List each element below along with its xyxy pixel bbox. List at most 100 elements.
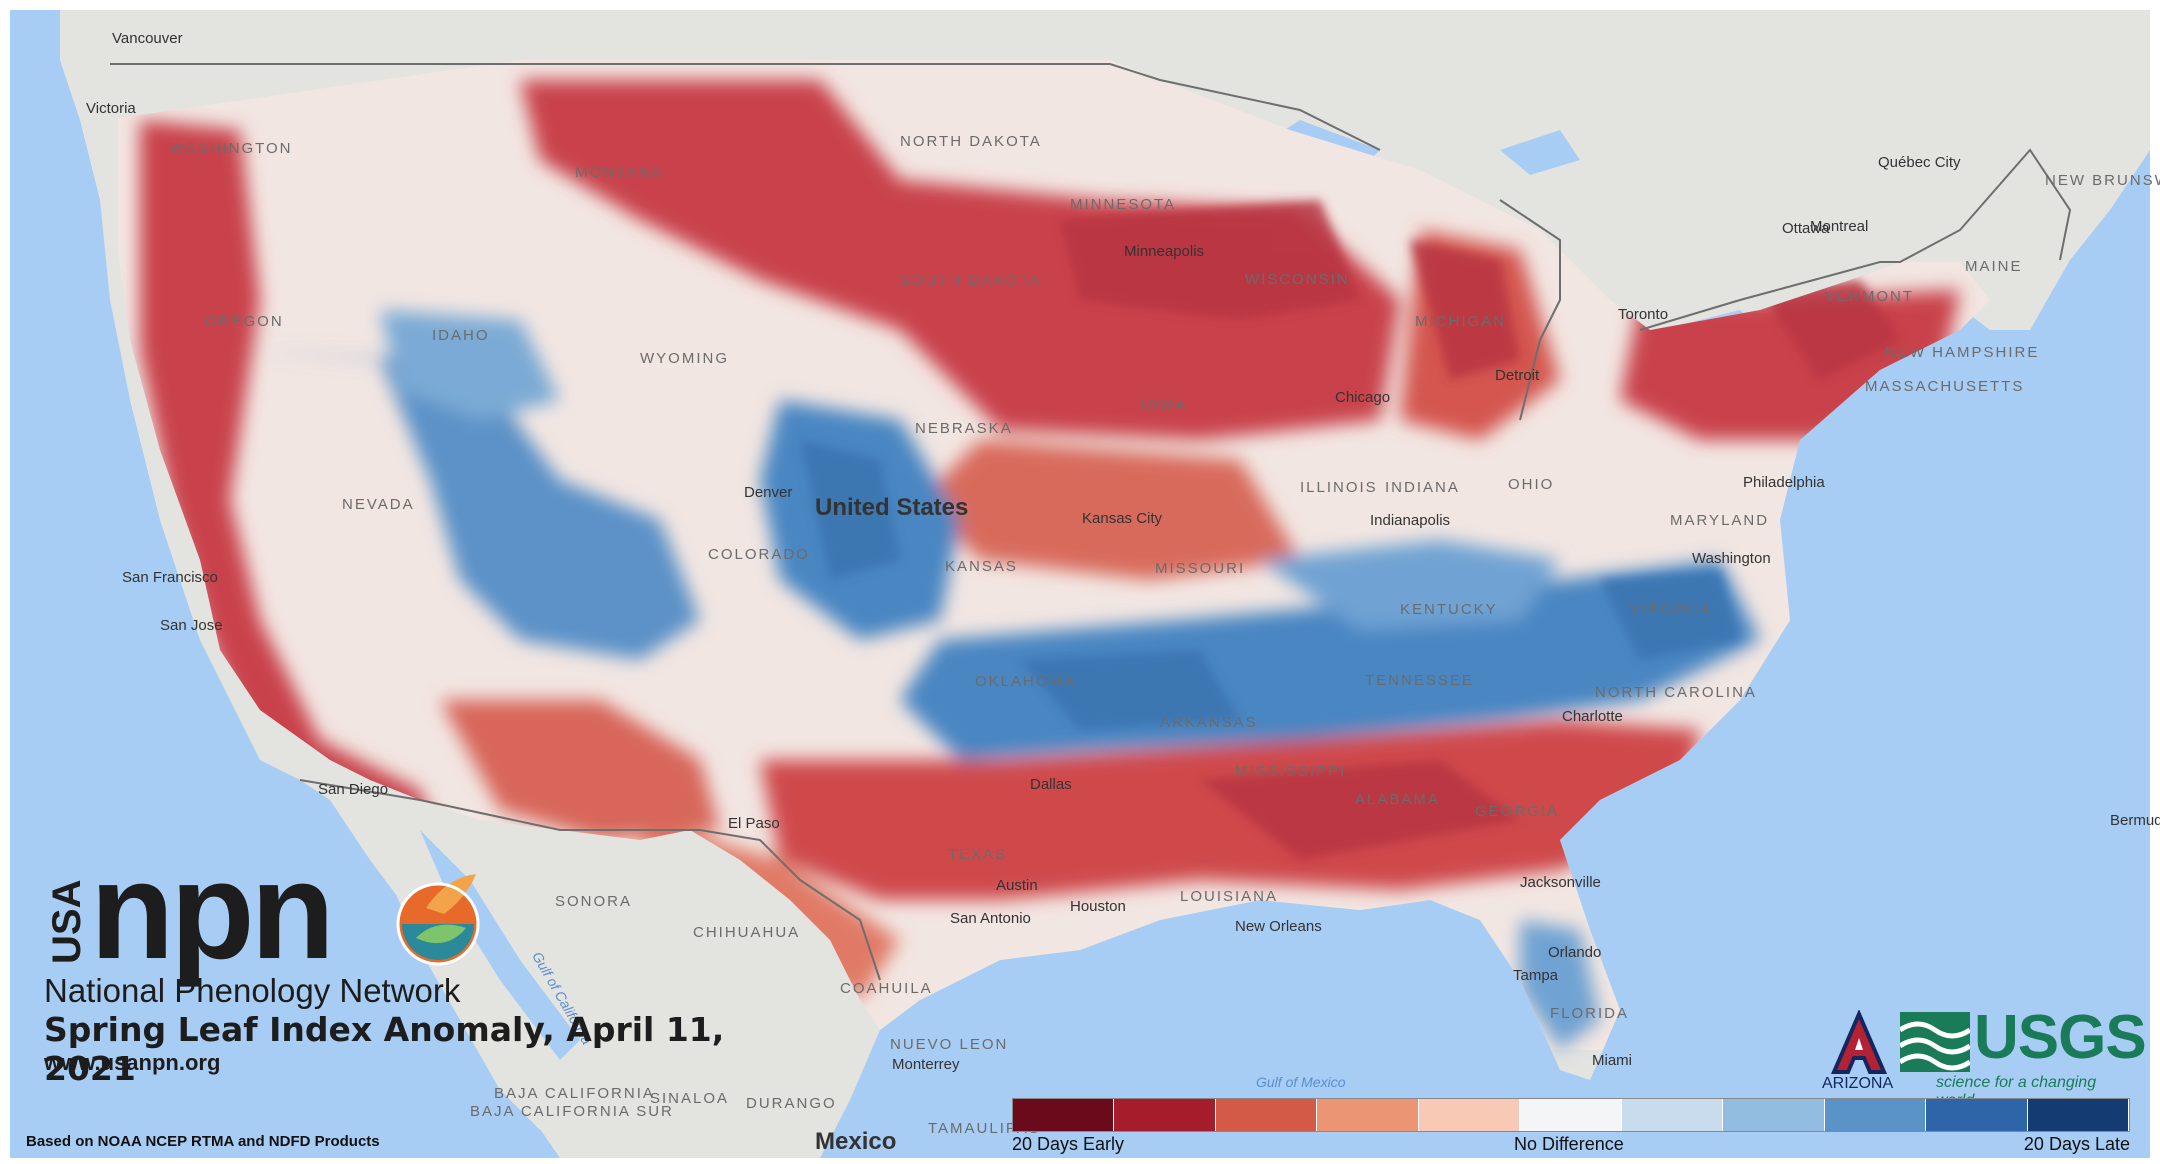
label-state: WASHINGTON (170, 140, 293, 157)
label-city: Minneapolis (1124, 243, 1205, 260)
label-city: Dallas (1030, 776, 1072, 793)
label-state: MAINE (1965, 258, 2023, 275)
label-city: Québec City (1878, 154, 1961, 171)
label-city: Chicago (1335, 389, 1391, 406)
label-state: FLORIDA (1550, 1005, 1630, 1022)
legend-swatch (1114, 1099, 1216, 1131)
legend-swatch (1621, 1099, 1724, 1131)
label-state: COAHUILA (840, 980, 933, 997)
label-state: GEORGIA (1475, 803, 1560, 820)
label-state: KENTUCKY (1400, 601, 1498, 618)
label-state: NEVADA (342, 496, 415, 513)
usa-vertical-text: USA (45, 880, 88, 964)
label-state: SOUTH DAKOTA (900, 272, 1042, 289)
label-city: New Orleans (1235, 918, 1322, 935)
label-state: WYOMING (640, 350, 729, 367)
label-state: NUEVO LEON (890, 1036, 1009, 1053)
label-state: MASSACHUSETTS (1865, 378, 2025, 395)
label-state: SINALOA (650, 1090, 730, 1107)
label-city: Philadelphia (1743, 474, 1825, 491)
label-city: Austin (996, 877, 1038, 894)
website-url: www.usanpn.org (44, 1050, 221, 1075)
label-city: Washington (1692, 550, 1771, 567)
label-city: Toronto (1618, 306, 1669, 323)
label-city: Denver (744, 484, 793, 501)
legend-swatch (2027, 1099, 2129, 1131)
label-state: BAJA CALIFORNIA (494, 1085, 655, 1102)
label-city: Indianapolis (1370, 512, 1451, 529)
legend-swatch (1317, 1099, 1419, 1131)
label-state: ALABAMA (1355, 791, 1440, 808)
label-city: San Jose (160, 617, 223, 634)
legend-left-label: 20 Days Early (1012, 1134, 1125, 1154)
label-state: INDIANA (1385, 479, 1460, 496)
label-city: Detroit (1495, 367, 1540, 384)
npn-leaf-logo-icon (396, 874, 480, 966)
label-state: TAMAULIPAS (928, 1120, 1041, 1137)
label-city: San Francisco (122, 569, 218, 586)
label-state: VIRGINIA (1630, 601, 1712, 618)
label-state: LOUISIANA (1180, 888, 1279, 905)
arizona-logo-icon (1830, 1010, 1888, 1074)
legend-swatch (1520, 1099, 1622, 1131)
npn-branding: USA npn National Phenology Network Sprin… (44, 834, 744, 1088)
data-credit: Based on NOAA NCEP RTMA and NDFD Product… (26, 1133, 380, 1150)
legend-swatch (1723, 1099, 1825, 1131)
label-state: CHIHUAHUA (693, 924, 801, 941)
label-state: TEXAS (948, 846, 1008, 863)
npn-logo-text: npn (90, 834, 335, 988)
label-city: Monterrey (892, 1056, 960, 1073)
legend-swatch (1418, 1099, 1521, 1131)
label-city: Vancouver (112, 30, 183, 47)
label-state: IOWA (1140, 397, 1188, 414)
label-state: MARYLAND (1670, 512, 1770, 529)
label-city: Montreal (1810, 218, 1869, 235)
map-title: Spring Leaf Index Anomaly, April 11, 202… (44, 1010, 725, 1088)
label-city: Houston (1070, 898, 1126, 915)
legend-swatch (1215, 1099, 1318, 1131)
label-state: WISCONSIN (1245, 271, 1350, 288)
label-state: MISSOURI (1155, 560, 1246, 577)
label-city: Tampa (1513, 967, 1559, 984)
legend-color-bar (1012, 1098, 2130, 1132)
legend-right-label: 20 Days Late (2023, 1134, 2130, 1154)
label-state: MONTANA (575, 164, 663, 181)
usa-text: USA (45, 880, 88, 964)
label-mexico: Mexico (815, 1128, 897, 1155)
usgs-logo: USGS science for a changing world (1900, 1003, 2147, 1109)
label-state: NEW BRUNSWICK (2045, 172, 2160, 189)
legend-swatch (1824, 1099, 1927, 1131)
usgs-wave-icon (1900, 1012, 1970, 1072)
label-state: OHIO (1508, 476, 1555, 493)
label-state: NORTH DAKOTA (900, 133, 1042, 150)
label-united-states: United States (815, 494, 969, 521)
label-state: VERMONT (1825, 288, 1914, 305)
label-state: IDAHO (432, 327, 490, 344)
label-state: NEW HAMPSHIRE (1885, 344, 2040, 361)
label-city: Jacksonville (1520, 874, 1601, 891)
label-city: Kansas City (1082, 510, 1163, 527)
label-city: Miami (1592, 1052, 1632, 1069)
legend-mid-label: No Difference (1514, 1134, 1624, 1154)
label-city: Charlotte (1562, 708, 1623, 725)
label-state: MISSISSIPPI (1235, 763, 1347, 780)
usgs-text: USGS (1974, 1003, 2147, 1072)
label-state: NEBRASKA (915, 420, 1013, 437)
label-state: MINNESOTA (1070, 196, 1177, 213)
label-water: Gulf of Mexico (1256, 1074, 1346, 1090)
label-state: BAJA CALIFORNIA SUR (470, 1103, 674, 1120)
label-state: MICHIGAN (1415, 313, 1506, 330)
label-city: Victoria (86, 100, 136, 117)
label-state: OKLAHOMA (975, 673, 1077, 690)
label-state: KANSAS (945, 558, 1018, 575)
label-state: COLORADO (708, 546, 810, 563)
legend-swatch (1926, 1099, 2028, 1131)
label-state: OREGON (205, 313, 284, 330)
borders (110, 63, 2072, 981)
label-state: DURANGO (746, 1095, 837, 1112)
baja-peninsula (360, 800, 560, 1130)
label-city: San Diego (318, 781, 389, 798)
label-city: Orlando (1548, 944, 1602, 961)
legend-swatch (1013, 1099, 1115, 1131)
